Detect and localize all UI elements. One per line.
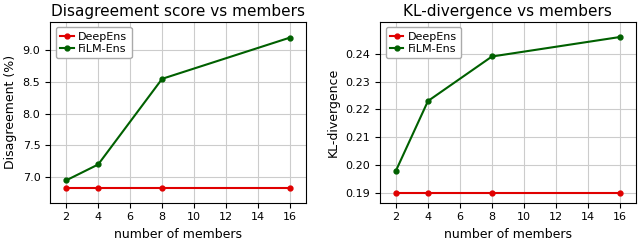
Legend: DeepEns, FiLM-Ens: DeepEns, FiLM-Ens xyxy=(385,27,461,58)
X-axis label: number of members: number of members xyxy=(444,228,572,241)
FiLM-Ens xyxy=(616,36,624,38)
DeepEns xyxy=(62,186,70,189)
FiLM-Ens xyxy=(424,99,432,102)
DeepEns xyxy=(94,186,102,189)
Y-axis label: Disagreement (%): Disagreement (%) xyxy=(4,55,17,169)
Line: DeepEns: DeepEns xyxy=(64,185,292,190)
Line: FiLM-Ens: FiLM-Ens xyxy=(394,35,622,173)
DeepEns xyxy=(424,191,432,194)
FiLM-Ens xyxy=(286,36,294,39)
DeepEns xyxy=(158,186,166,189)
Line: FiLM-Ens: FiLM-Ens xyxy=(64,35,292,183)
Title: Disagreement score vs members: Disagreement score vs members xyxy=(51,4,305,19)
Y-axis label: KL-divergence: KL-divergence xyxy=(327,68,340,157)
DeepEns xyxy=(616,191,624,194)
FiLM-Ens xyxy=(488,55,496,58)
FiLM-Ens xyxy=(62,179,70,182)
DeepEns xyxy=(392,191,400,194)
Line: DeepEns: DeepEns xyxy=(394,190,622,195)
FiLM-Ens xyxy=(94,163,102,166)
FiLM-Ens xyxy=(158,77,166,80)
DeepEns xyxy=(286,186,294,189)
DeepEns xyxy=(488,191,496,194)
Legend: DeepEns, FiLM-Ens: DeepEns, FiLM-Ens xyxy=(56,27,132,58)
Title: KL-divergence vs members: KL-divergence vs members xyxy=(403,4,612,19)
X-axis label: number of members: number of members xyxy=(114,228,242,241)
FiLM-Ens xyxy=(392,169,400,172)
